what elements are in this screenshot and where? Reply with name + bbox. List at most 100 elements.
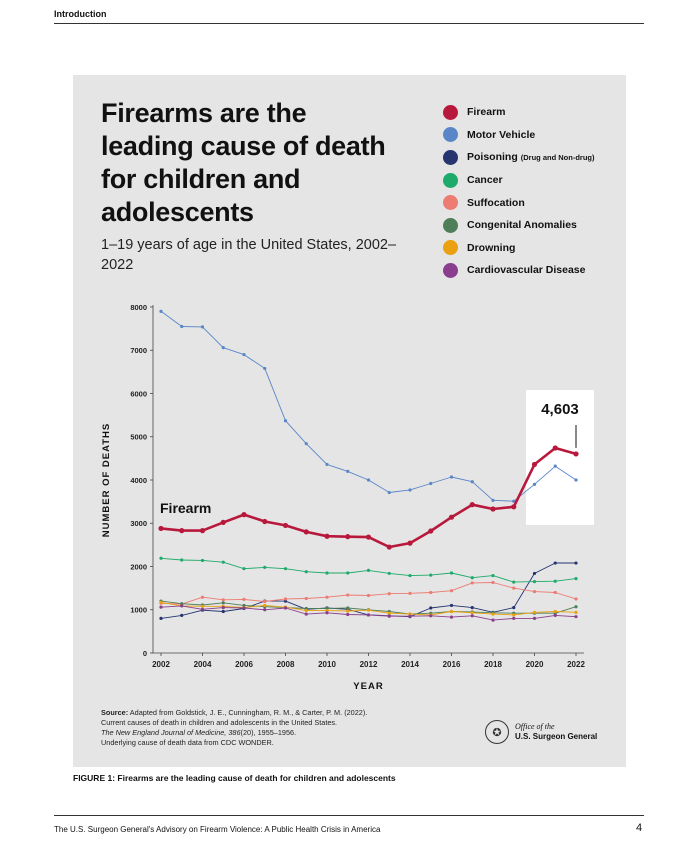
data-point — [304, 596, 308, 601]
data-point — [159, 556, 163, 560]
data-point — [553, 464, 557, 468]
x-tick-label: 2020 — [526, 660, 544, 669]
data-point — [490, 506, 496, 512]
data-point — [242, 352, 246, 357]
data-point — [408, 591, 412, 595]
data-point — [346, 593, 350, 597]
data-point — [470, 611, 474, 615]
data-point — [408, 488, 412, 492]
data-point — [491, 573, 495, 578]
data-point — [200, 595, 205, 599]
data-point — [345, 534, 351, 540]
data-point — [511, 504, 517, 510]
data-point — [325, 611, 329, 615]
y-tick-label: 5000 — [130, 433, 147, 442]
data-point — [221, 346, 225, 350]
data-point — [304, 570, 308, 574]
data-point — [200, 325, 205, 329]
legend-item: Poisoning (Drug and Non-drug) — [443, 146, 623, 169]
data-point — [346, 571, 350, 575]
data-point — [366, 568, 371, 572]
legend-item: Cancer — [443, 169, 623, 192]
legend-swatch — [443, 217, 458, 233]
data-point — [199, 528, 206, 534]
data-point — [200, 607, 205, 611]
data-point — [387, 571, 391, 576]
data-point — [220, 519, 226, 525]
data-point — [387, 592, 391, 596]
data-point — [512, 613, 516, 617]
x-axis-label: YEAR — [353, 681, 383, 692]
data-point — [304, 612, 308, 616]
data-point — [283, 597, 288, 601]
data-point — [449, 609, 454, 614]
source-label: Source: — [101, 708, 129, 717]
legend-item: Suffocation — [443, 191, 623, 214]
chart-subtitle: 1–19 years of age in the United States, … — [101, 237, 397, 273]
data-point — [470, 614, 474, 618]
firearm-inline-label: Firearm — [160, 500, 211, 516]
source-line-4: Underlying cause of death data from CDC … — [101, 738, 274, 747]
data-point — [553, 579, 557, 583]
legend-item: Congenital Anomalies — [443, 214, 623, 237]
data-point — [304, 442, 308, 446]
data-point — [263, 366, 267, 371]
legend-label: Cardiovascular Disease — [467, 264, 586, 277]
source-line-2: Current causes of death in children and … — [101, 718, 338, 727]
x-tick-label: 2018 — [484, 660, 502, 669]
data-point — [470, 605, 474, 610]
data-point — [346, 609, 350, 613]
data-point — [325, 595, 329, 599]
data-point — [242, 597, 246, 601]
legend-note: (Drug and Non-drug) — [520, 152, 595, 162]
data-point — [221, 601, 225, 605]
data-point — [180, 613, 184, 617]
x-tick-label: 2010 — [318, 660, 336, 669]
data-point — [553, 561, 557, 565]
x-tick-label: 2008 — [277, 660, 295, 669]
callout-box — [526, 390, 594, 525]
legend-swatch — [443, 104, 458, 120]
data-point — [263, 565, 267, 569]
data-point — [283, 567, 288, 571]
data-point — [386, 544, 392, 550]
line-chart: 0 1000 2000 3000 4000 5000 6000 7000 8000 2002 200… — [101, 303, 594, 692]
series-line-motor-vehicle — [160, 310, 577, 502]
chart-legend: Firearm Motor Vehicle Poisoning (Drug and N… — [443, 101, 623, 282]
data-point — [366, 593, 371, 598]
data-point — [241, 512, 247, 518]
data-point — [532, 616, 537, 621]
data-point — [532, 571, 537, 576]
data-point — [180, 324, 184, 329]
data-point — [532, 482, 537, 486]
legend-label: Congenital Anomalies — [467, 219, 577, 232]
legend-swatch — [443, 149, 458, 165]
data-point — [242, 606, 246, 610]
data-point — [449, 603, 454, 608]
footer-divider — [54, 815, 644, 816]
data-point — [263, 608, 267, 612]
data-point — [366, 613, 371, 617]
y-tick-label: 2000 — [130, 562, 147, 571]
y-tick-label: 4000 — [130, 476, 147, 485]
data-point — [263, 599, 267, 604]
data-point — [491, 498, 495, 502]
series-line-firearm — [160, 446, 577, 549]
data-point — [304, 609, 308, 613]
x-tick-label: 2002 — [152, 660, 170, 669]
data-point — [282, 522, 289, 529]
data-point — [221, 560, 225, 564]
y-tick-label: 7000 — [130, 346, 147, 355]
data-point — [491, 580, 495, 585]
data-point — [574, 615, 578, 619]
header-divider — [54, 23, 644, 24]
x-tick-label: 2004 — [194, 660, 212, 669]
data-point — [303, 529, 309, 535]
data-point — [325, 462, 329, 467]
data-point — [429, 614, 433, 618]
figure-panel: Firearms are the leading cause of death … — [73, 75, 626, 767]
callout-value: 4,603 — [541, 401, 579, 418]
logo-line-2: U.S. Surgeon General — [515, 732, 598, 741]
data-point — [283, 419, 288, 423]
source-note: Source: Adapted from Goldstick, J. E., C… — [101, 708, 431, 748]
